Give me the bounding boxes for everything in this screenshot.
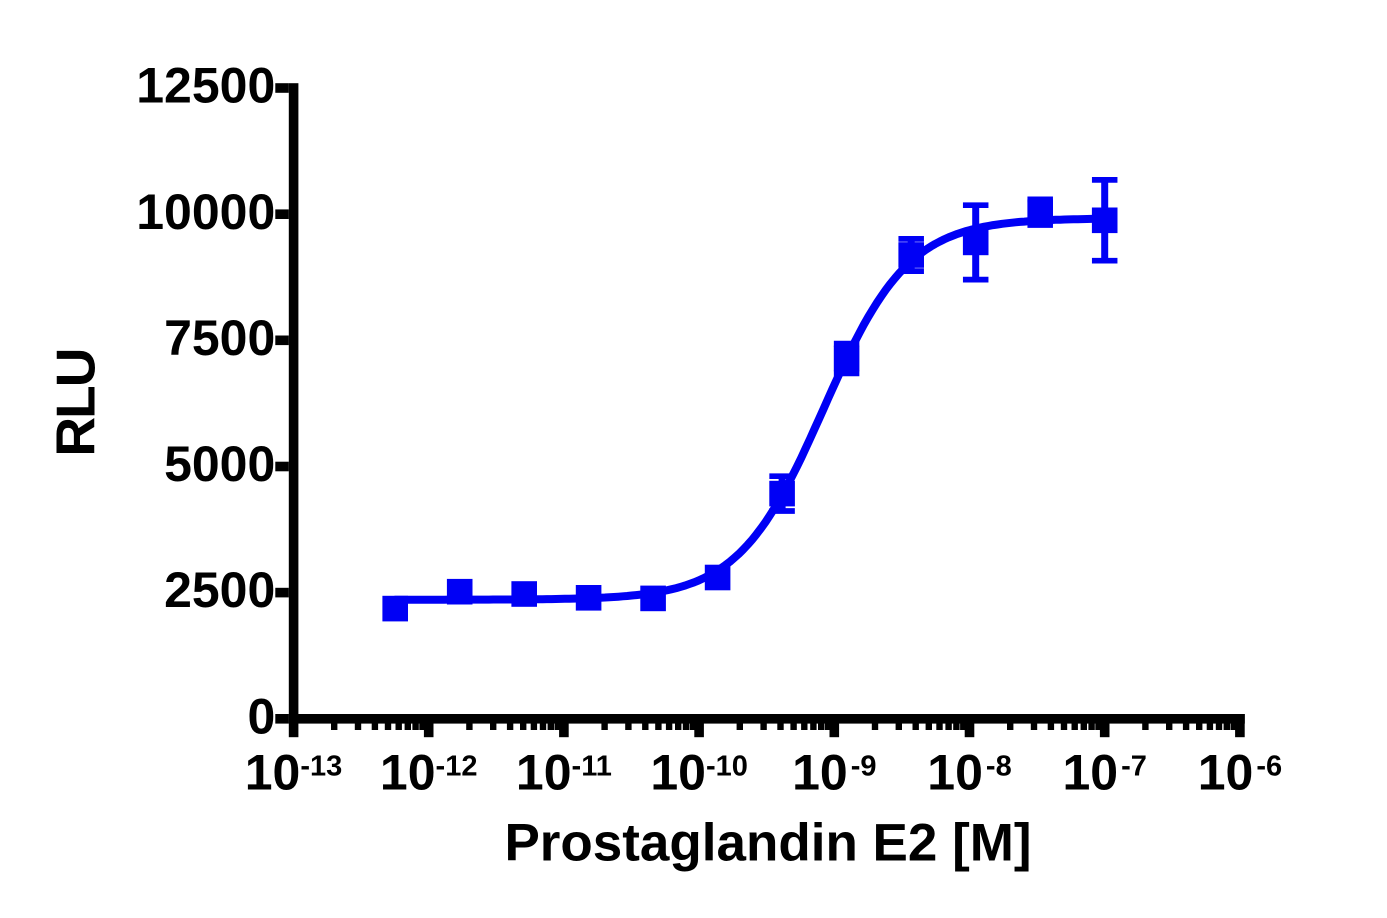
svg-text:10000: 10000 — [136, 184, 275, 240]
svg-text:10-8: 10 -8 — [927, 745, 1011, 801]
svg-text:7500: 7500 — [164, 310, 275, 366]
svg-text:RLU: RLU — [45, 350, 107, 457]
svg-text:12500: 12500 — [136, 58, 275, 114]
svg-text:5000: 5000 — [164, 436, 275, 492]
svg-text:Prostaglandin E2 [M]: Prostaglandin E2 [M] — [504, 814, 1031, 873]
svg-text:10-12: 10-12 — [380, 745, 478, 801]
svg-text:0: 0 — [247, 688, 275, 744]
svg-text:2500: 2500 — [164, 562, 275, 618]
